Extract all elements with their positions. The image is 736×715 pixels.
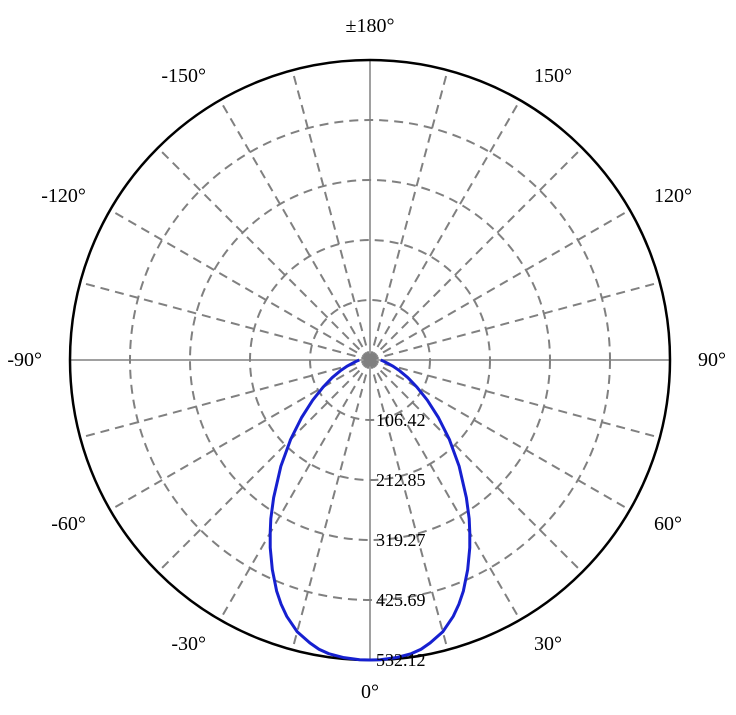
radial-tick-label: 425.69 [376, 590, 426, 610]
angle-label: -150° [161, 65, 206, 87]
polar-spoke [370, 100, 520, 360]
radial-tick-label: 532.12 [376, 650, 426, 670]
angle-label: -30° [171, 633, 206, 655]
polar-spoke [110, 360, 370, 510]
polar-spoke [80, 282, 370, 360]
radial-tick-label: 106.42 [376, 410, 426, 430]
angle-label: 90° [698, 349, 726, 371]
angle-label: -90° [7, 349, 42, 371]
angle-label: 30° [534, 633, 562, 655]
polar-spoke [158, 148, 370, 360]
polar-spoke [80, 360, 370, 438]
angle-label: 150° [534, 65, 572, 87]
polar-spoke [292, 70, 370, 360]
radial-tick-label: 319.27 [376, 530, 426, 550]
polar-spoke [220, 360, 370, 620]
angle-label: -60° [51, 513, 86, 535]
angle-label: 120° [654, 185, 692, 207]
polar-spoke [292, 360, 370, 650]
angle-label: -120° [41, 185, 86, 207]
angle-label: 0° [361, 681, 379, 703]
polar-spoke [370, 70, 448, 360]
polar-spoke [220, 100, 370, 360]
polar-spoke [158, 360, 370, 572]
polar-spoke [370, 148, 582, 360]
polar-spoke [110, 210, 370, 360]
radial-tick-label: 212.85 [376, 470, 426, 490]
polar-spoke [370, 282, 660, 360]
angle-label: ±180° [346, 15, 395, 37]
polar-spoke [370, 210, 630, 360]
polar-chart: 106.42 212.85 319.27 425.69 532.12 0° 30° 60° 90… [0, 0, 736, 715]
angle-label: 60° [654, 513, 682, 535]
